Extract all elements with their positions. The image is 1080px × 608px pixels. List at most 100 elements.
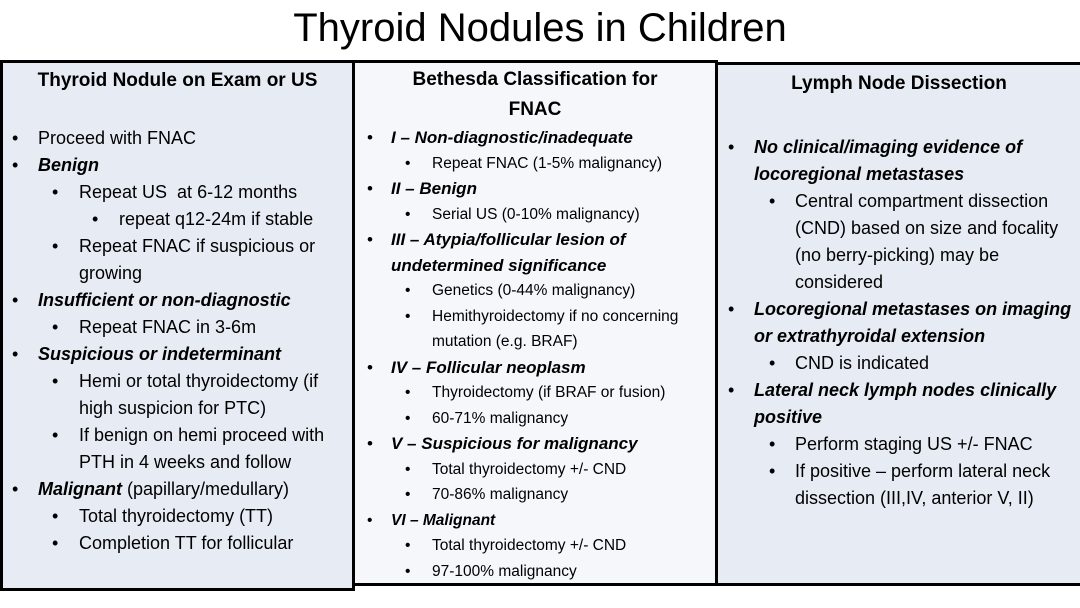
item-emphasis: III – Atypia/follicular lesion of undete… [391,230,626,275]
item-emphasis: Malignant [38,479,122,499]
bullet-icon: • [12,155,19,175]
item-emphasis: VI – Malignant [391,511,496,529]
bullet-icon: • [367,357,373,377]
bullet-list: • No clinical/imaging evidence of locoreg… [718,134,1080,512]
list-item: • Insufficient or non-diagnostic [12,287,343,314]
column-thyroid-nodule: Thyroid Nodule on Exam or US • Proceed wi… [0,60,355,591]
bullet-icon: • [405,282,411,299]
item-emphasis: Suspicious or indeterminant [38,344,282,364]
list-item: • Perform staging US +/- FNAC [769,431,1076,458]
item-text: 70-86% malignancy [432,486,569,503]
bullet-icon: • [367,128,373,147]
bullet-icon: • [12,479,19,499]
item-text: Perform staging US +/- FNAC [795,434,1033,454]
list-item: • Repeat FNAC (1-5% malignancy) [405,151,710,177]
bullet-icon: • [52,533,59,553]
item-text: Repeat US at 6-12 months [79,182,298,202]
bullet-icon: • [52,425,59,445]
column-header: Lymph Node Dissection [791,73,1007,94]
list-item: • I – Non-diagnostic/inadequate [367,125,710,151]
bullet-icon: • [52,371,59,391]
list-item: • IV – Follicular neoplasm [367,355,710,381]
item-text: Total thyroidectomy (TT) [79,506,274,526]
bullet-list: • Proceed with FNAC • Benign • Repeat US at 6… [3,125,352,557]
list-item: • Locoregional metastases on imaging or e… [728,296,1076,350]
column-header: Thyroid Nodule on Exam or US [37,70,318,91]
list-item: • Thyroidectomy (if BRAF or fusion) [405,380,710,406]
bullet-icon: • [52,317,59,337]
item-emphasis: Locoregional metastases on imaging or ex… [754,299,1072,346]
bullet-icon: • [52,236,59,256]
list-item: • Hemithyroidectomy if no concerning muta… [405,304,710,355]
list-item: • Lateral neck lymph nodes clinically pos… [728,377,1076,431]
item-text: CND is indicated [795,353,930,373]
column-header-text: Bethesda Classification for FNAC [412,69,658,120]
item-text: Thyroidectomy (if BRAF or fusion) [432,384,666,401]
item-emphasis: Insufficient or non-diagnostic [38,290,291,310]
list-item: • Genetics (0-44% malignancy) [405,278,710,304]
bullet-icon: • [405,205,411,223]
list-item: • Malignant (papillary/medullary) [12,476,343,503]
column-bethesda: Bethesda Classification for FNAC • I – No… [352,60,718,586]
item-text: Repeat FNAC if suspicious or growing [79,236,321,283]
list-item: • Suspicious or indeterminant [12,341,343,368]
list-item: • Serial US (0-10% malignancy) [405,202,710,228]
item-text: Genetics (0-44% malignancy) [432,282,636,299]
list-item: • Total thyroidectomy (TT) [52,503,343,530]
bullet-icon: • [769,434,776,454]
list-item: • Repeat FNAC in 3-6m [52,314,343,341]
slide-title: Thyroid Nodules in Children [293,6,787,50]
list-item: • Benign [12,152,343,179]
column-lymph-node: Lymph Node Dissection • No clinical/imagi… [715,62,1080,586]
list-item: • V – Suspicious for malignancy [367,431,710,457]
bullet-icon: • [52,182,59,202]
item-text: Hemithyroidectomy if no concerning mutat… [432,307,683,351]
item-text: (papillary/medullary) [122,479,290,499]
bullet-icon: • [728,380,735,400]
bullet-icon: • [405,307,411,325]
list-item: • Proceed with FNAC [12,125,343,152]
item-text: Total thyroidectomy +/- CND [432,537,627,554]
bullet-icon: • [12,290,19,310]
item-text: Repeat FNAC in 3-6m [79,317,257,337]
bullet-icon: • [728,137,735,157]
list-item: • repeat q12-24m if stable [92,206,343,233]
bullet-icon: • [367,511,373,529]
list-item: • III – Atypia/follicular lesion of undet… [367,227,710,278]
bullet-icon: • [12,128,19,148]
item-text: Repeat FNAC (1-5% malignancy) [432,154,663,172]
item-emphasis: II – Benign [391,179,477,198]
item-emphasis: IV – Follicular neoplasm [391,357,586,377]
list-item: • VI – Malignant [367,508,710,534]
list-item: • CND is indicated [769,350,1076,377]
bullet-icon: • [769,461,776,481]
bullet-icon: • [405,154,411,172]
bullet-icon: • [405,562,411,580]
bullet-icon: • [405,486,411,503]
item-text: Central compartment dissection (CND) bas… [795,191,1064,292]
list-item: • Total thyroidectomy +/- CND [405,533,710,559]
list-item: • Total thyroidectomy +/- CND [405,457,710,483]
bullet-icon: • [769,353,776,373]
bullet-icon: • [92,209,99,229]
bullet-icon: • [12,344,19,364]
bullet-icon: • [405,537,411,554]
list-item: • If positive – perform lateral neck diss… [769,458,1076,512]
bullet-icon: • [405,460,411,478]
item-text: Proceed with FNAC [38,128,197,148]
bullet-icon: • [52,506,59,526]
item-text: Total thyroidectomy +/- CND [432,460,627,478]
item-emphasis: No clinical/imaging evidence of locoregi… [754,137,1023,184]
item-text: 97-100% malignancy [432,562,577,580]
list-item: • 97-100% malignancy [405,559,710,585]
item-text: repeat q12-24m if stable [119,209,314,229]
item-emphasis: Lateral neck lymph nodes clinically posi… [754,380,1057,427]
bullet-icon: • [405,409,411,427]
list-item: • Completion TT for follicular [52,530,343,557]
bullet-icon: • [367,434,373,453]
item-emphasis: I – Non-diagnostic/inadequate [391,128,633,147]
item-emphasis: Benign [38,155,99,175]
bullet-icon: • [367,179,373,198]
column-header: Bethesda Classification for FNAC [355,65,715,125]
bullet-icon: • [367,230,373,249]
